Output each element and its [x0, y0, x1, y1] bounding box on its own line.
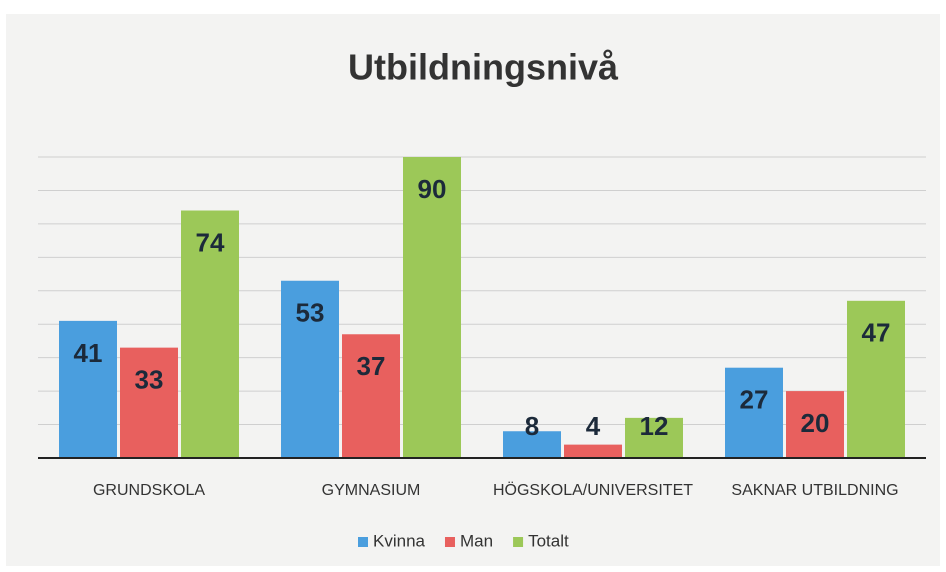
- data-label: 20: [801, 408, 830, 438]
- x-tick-label: GRUNDSKOLA: [93, 482, 205, 499]
- bar: [564, 444, 622, 458]
- legend-label: Man: [460, 531, 493, 550]
- x-tick-label: HÖGSKOLA/UNIVERSITET: [493, 481, 693, 499]
- bar: [281, 280, 339, 458]
- legend-swatch: [444, 537, 455, 547]
- data-label: 90: [418, 174, 447, 204]
- legend-swatch: [358, 537, 368, 547]
- x-tick-label: SAKNAR UTBILDNING: [731, 482, 898, 499]
- bar: [59, 320, 117, 458]
- data-label: 4: [586, 411, 601, 441]
- data-label: 47: [862, 318, 891, 348]
- legend-swatch: [513, 537, 524, 547]
- bar: [725, 367, 783, 458]
- data-label: 27: [740, 385, 769, 415]
- data-label: 53: [296, 298, 325, 328]
- legend-label: Totalt: [528, 531, 569, 550]
- data-label: 37: [357, 351, 386, 381]
- bar: [847, 300, 905, 458]
- chart-title: Utbildningsnivå: [348, 47, 619, 88]
- data-label: 74: [196, 227, 225, 257]
- data-label: 8: [525, 411, 539, 441]
- x-tick-label: GYMNASIUM: [322, 482, 421, 499]
- bar: [120, 347, 178, 458]
- bar: [786, 391, 844, 458]
- bar: [181, 210, 239, 458]
- background: [6, 14, 940, 566]
- legend-label: Kvinna: [373, 531, 426, 550]
- data-label: 12: [640, 411, 669, 441]
- bar: [403, 157, 461, 458]
- bar: [342, 334, 400, 458]
- bar: [503, 431, 561, 458]
- bar: [625, 417, 683, 458]
- data-label: 41: [74, 338, 103, 368]
- data-label: 33: [135, 365, 164, 395]
